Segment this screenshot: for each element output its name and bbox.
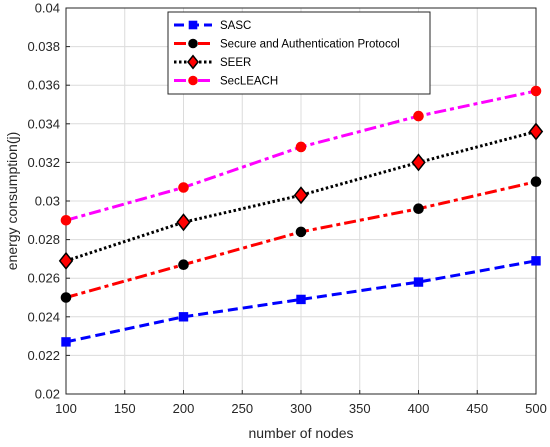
legend-item: Secure and Authentication Protocol	[174, 39, 400, 51]
x-tick-label: 400	[408, 401, 430, 416]
series-3	[58, 122, 544, 270]
data-point-square	[296, 294, 306, 305]
x-tick-label: 300	[290, 401, 312, 416]
legend-marker	[188, 20, 198, 30]
data-point-circle	[295, 226, 307, 238]
data-point-circle	[413, 203, 424, 215]
y-tick-label: 0.03	[35, 194, 60, 209]
legend-item: SASC	[174, 20, 251, 32]
series-line	[65, 130, 537, 263]
data-point-square	[531, 256, 541, 266]
x-tick-label: 250	[231, 401, 253, 416]
legend-item: SEER	[174, 54, 251, 70]
y-tick-label: 0.034	[27, 116, 60, 131]
data-point-circle	[60, 215, 72, 226]
series-4	[60, 85, 542, 226]
data-point-square	[178, 312, 189, 322]
x-tick-label: 500	[525, 401, 547, 416]
x-tick-label: 200	[173, 401, 195, 416]
y-axis-label: energy consumption(j)	[4, 132, 20, 271]
data-point-circle	[60, 292, 72, 303]
y-tick-label: 0.038	[27, 39, 60, 54]
legend-marker	[188, 38, 198, 49]
y-tick-label: 0.026	[27, 271, 60, 286]
y-tick-label: 0.022	[27, 348, 60, 363]
data-point-square	[413, 277, 424, 287]
legend-item: SecLEACH	[174, 76, 278, 88]
data-point-diamond	[411, 153, 426, 172]
data-point-circle	[178, 182, 189, 193]
series-2	[60, 176, 542, 303]
legend: SASC Secure and Authentication Protocol SE…	[167, 11, 431, 95]
data-point-diamond	[176, 213, 191, 232]
data-point-circle	[178, 259, 189, 270]
data-point-square	[61, 337, 71, 347]
data-point-circle	[530, 176, 542, 187]
axis-ticks: 100 150 200 250 300 350 400 450 500 0.02 0.022 0.02…	[27, 1, 546, 417]
legend-marker	[188, 75, 198, 86]
y-tick-label: 0.02	[35, 387, 60, 402]
data-point-circle	[530, 85, 542, 97]
series-1	[61, 256, 541, 347]
data-point-circle	[295, 141, 307, 153]
legend-label: SASC	[220, 20, 251, 32]
data-point-diamond	[58, 251, 74, 270]
data-point-diamond	[293, 186, 309, 205]
x-tick-label: 450	[466, 401, 488, 416]
y-tick-label: 0.04	[35, 1, 60, 16]
legend-label: Secure and Authentication Protocol	[220, 39, 400, 51]
y-tick-label: 0.036	[27, 78, 60, 93]
series-layer	[58, 85, 544, 347]
x-tick-label: 100	[55, 401, 77, 416]
y-tick-label: 0.032	[27, 155, 60, 170]
series-line	[65, 259, 537, 344]
x-tick-label: 150	[114, 401, 136, 416]
y-tick-label: 0.028	[27, 232, 60, 247]
legend-marker	[186, 54, 200, 70]
legend-label: SEER	[220, 57, 251, 69]
x-tick-label: 350	[349, 401, 371, 416]
data-point-diamond	[528, 122, 544, 141]
legend-label: SecLEACH	[220, 76, 278, 88]
x-axis-label: number of nodes	[248, 425, 353, 441]
y-tick-label: 0.024	[27, 309, 60, 324]
data-point-circle	[413, 110, 424, 122]
